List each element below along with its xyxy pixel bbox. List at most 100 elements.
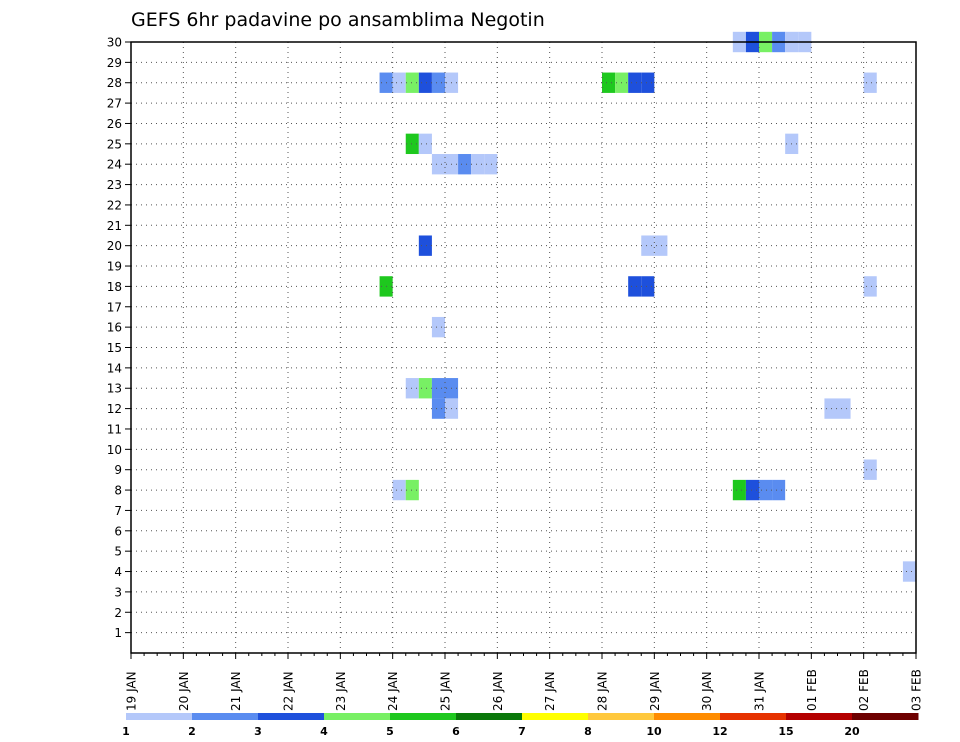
x-tick-label-0: 19 JAN xyxy=(125,671,139,711)
cell-member-25-17 xyxy=(405,133,419,155)
colorbar-swatch-5 xyxy=(456,713,523,720)
cell-member-13-35 xyxy=(431,378,445,399)
colorbar-label-3: 3 xyxy=(254,725,262,738)
cell-member-4-48 xyxy=(902,561,916,582)
x-tick-label-9: 28 JAN xyxy=(596,671,610,711)
cell-member-20-26 xyxy=(641,235,655,256)
cell-member-12-40 xyxy=(837,398,851,419)
cell-member-28-9 xyxy=(418,72,432,93)
colorbar-swatch-8 xyxy=(654,713,721,720)
cell-member-8-42 xyxy=(392,479,406,501)
y-tick-label-5: 5 xyxy=(114,545,122,559)
y-tick-label-20: 20 xyxy=(107,239,122,253)
y-tick-label-25: 25 xyxy=(107,137,122,151)
x-tick-label-12: 31 JAN xyxy=(753,671,767,711)
y-tick-label-6: 6 xyxy=(114,524,122,538)
y-tick-label-1: 1 xyxy=(114,626,122,640)
cell-member-16-32 xyxy=(431,316,445,338)
cell-member-18-29 xyxy=(628,276,642,297)
cell-member-28-7 xyxy=(392,72,406,93)
y-tick-label-2: 2 xyxy=(114,606,122,620)
x-tick-label-13: 01 FEB xyxy=(805,669,819,711)
colorbar-swatch-3 xyxy=(324,713,391,720)
colorbar-label-15: 15 xyxy=(778,725,793,738)
cell-member-12-37 xyxy=(431,398,445,419)
cell-member-13-34 xyxy=(418,378,432,399)
cell-member-28-16 xyxy=(863,72,877,93)
y-tick-label-17: 17 xyxy=(107,300,122,314)
cell-member-25-18 xyxy=(418,133,432,155)
colorbar-swatch-4 xyxy=(390,713,457,720)
x-tick-label-3: 22 JAN xyxy=(282,671,296,711)
y-tick-label-28: 28 xyxy=(107,76,122,90)
x-tick-label-6: 25 JAN xyxy=(439,671,453,711)
colorbar-label-5: 5 xyxy=(386,725,394,738)
x-tick-label-7: 26 JAN xyxy=(491,671,505,711)
cell-member-8-44 xyxy=(732,479,746,501)
cell-member-8-43 xyxy=(405,479,419,501)
y-tick-label-19: 19 xyxy=(107,260,122,274)
colorbar-label-12: 12 xyxy=(712,725,727,738)
colorbar-swatch-10 xyxy=(786,713,853,720)
cell-member-9-41 xyxy=(863,459,877,480)
y-tick-label-13: 13 xyxy=(107,382,122,396)
cell-member-28-14 xyxy=(628,72,642,93)
y-tick-label-9: 9 xyxy=(114,463,122,477)
colorbar-swatch-2 xyxy=(258,713,325,720)
cell-member-8-45 xyxy=(745,479,759,501)
y-tick-label-15: 15 xyxy=(107,341,122,355)
y-tick-label-8: 8 xyxy=(114,484,122,498)
colorbar-label-8: 8 xyxy=(584,725,592,738)
colorbar-label-20: 20 xyxy=(844,725,860,738)
cell-member-12-39 xyxy=(824,398,838,419)
cell-member-13-33 xyxy=(405,378,419,399)
colorbar-swatch-9 xyxy=(720,713,787,720)
y-tick-label-4: 4 xyxy=(114,565,122,579)
y-tick-label-10: 10 xyxy=(107,443,122,457)
cell-member-28-8 xyxy=(405,72,419,93)
cell-member-24-23 xyxy=(471,154,485,175)
y-tick-label-27: 27 xyxy=(107,97,122,111)
chart-title: GEFS 6hr padavine po ansamblima Negotin xyxy=(131,9,545,31)
x-tick-label-10: 29 JAN xyxy=(648,671,662,711)
cell-member-20-27 xyxy=(654,235,668,256)
x-tick-label-15: 03 FEB xyxy=(910,669,924,711)
colorbar-label-2: 2 xyxy=(188,725,196,738)
y-tick-label-24: 24 xyxy=(107,158,122,172)
y-tick-label-23: 23 xyxy=(107,178,122,192)
colorbar-label-6: 6 xyxy=(452,725,460,738)
colorbar-label-10: 10 xyxy=(646,725,662,738)
cell-member-18-31 xyxy=(863,276,877,297)
y-tick-label-18: 18 xyxy=(107,280,122,294)
colorbar-swatch-7 xyxy=(588,713,655,720)
y-tick-label-16: 16 xyxy=(107,321,122,335)
cell-member-28-10 xyxy=(431,72,445,93)
cell-member-8-46 xyxy=(759,479,773,501)
x-tick-label-5: 24 JAN xyxy=(386,671,400,711)
y-tick-label-12: 12 xyxy=(107,402,122,416)
cell-member-28-15 xyxy=(641,72,655,93)
x-tick-label-11: 30 JAN xyxy=(700,671,714,711)
y-tick-label-26: 26 xyxy=(107,117,122,131)
colorbar-swatch-0 xyxy=(126,713,193,720)
x-tick-label-2: 21 JAN xyxy=(229,671,243,711)
cell-member-24-24 xyxy=(484,154,498,175)
y-tick-label-3: 3 xyxy=(114,585,122,599)
y-tick-label-11: 11 xyxy=(107,422,122,436)
y-tick-label-29: 29 xyxy=(107,56,122,70)
colorbar-swatch-11 xyxy=(852,713,919,720)
colorbar-label-1: 1 xyxy=(122,725,130,738)
y-tick-label-22: 22 xyxy=(107,198,122,212)
colorbar: 1 2 3 4 5 6 7 8 10 12 15 20 xyxy=(122,713,919,738)
colorbar-swatch-6 xyxy=(522,713,589,720)
cell-member-28-12 xyxy=(602,72,616,93)
cell-member-24-20 xyxy=(431,154,445,175)
colorbar-swatch-1 xyxy=(192,713,259,720)
x-tick-label-8: 27 JAN xyxy=(543,671,557,711)
x-tick-label-14: 02 FEB xyxy=(857,669,871,711)
y-tick-label-30: 30 xyxy=(107,36,122,50)
y-tick-label-21: 21 xyxy=(107,219,122,233)
y-tick-label-14: 14 xyxy=(107,361,122,375)
colorbar-label-7: 7 xyxy=(518,725,526,738)
